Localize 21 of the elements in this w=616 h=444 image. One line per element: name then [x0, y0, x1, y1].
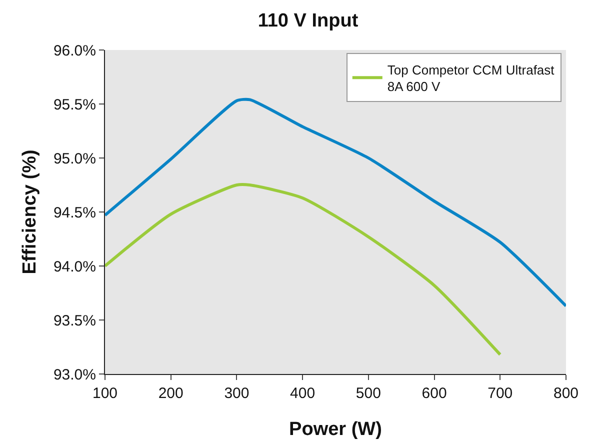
x-tick-label: 500 [356, 385, 381, 402]
x-tick-label: 100 [92, 385, 118, 402]
line-series [105, 183, 502, 356]
x-tick-label: 300 [224, 385, 250, 402]
x-tick-label: 700 [488, 385, 513, 402]
y-tick-label: 96.0% [53, 42, 96, 60]
y-tick-label: 93.5% [53, 312, 96, 330]
line-series [105, 98, 566, 308]
x-tick-label: 800 [553, 385, 579, 402]
y-tick-label: 94.5% [53, 204, 96, 222]
y-tick-label: 95.5% [53, 96, 96, 114]
x-axis-title: Power (W) [289, 418, 382, 440]
legend-label: Top Competor CCM Ultrafast 8A 600 V [387, 62, 555, 94]
x-tick-label: 600 [422, 385, 447, 402]
y-tick-label: 94.0% [53, 258, 96, 276]
y-axis-title: Efficiency (%) [19, 150, 40, 274]
x-tick-label: 200 [158, 385, 184, 402]
x-tick-label: 400 [290, 385, 316, 402]
y-tick-label: 93.0% [53, 366, 96, 384]
y-tick-label: 95.0% [53, 150, 96, 168]
chart-title: 110 V Input [258, 10, 359, 32]
